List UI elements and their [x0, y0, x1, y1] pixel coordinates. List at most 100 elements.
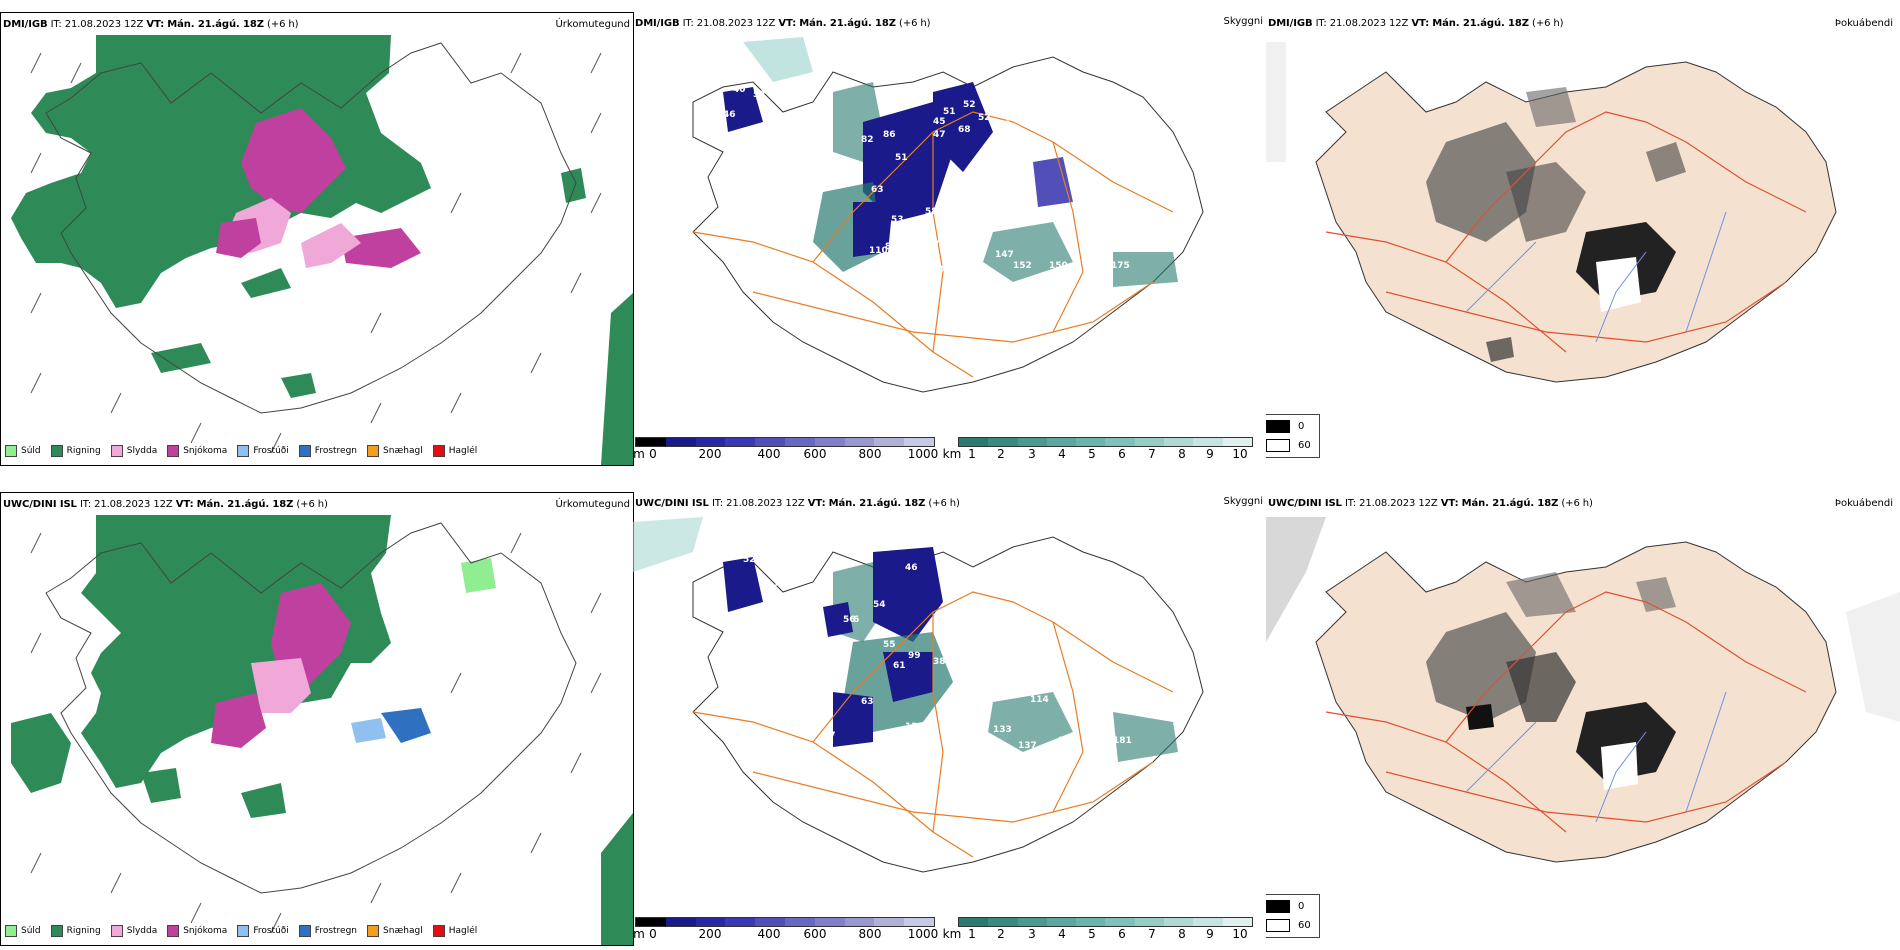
legend-swatch: [167, 925, 180, 937]
legend-label: Súld: [21, 446, 41, 456]
ceiling-label: 6: [853, 615, 859, 625]
visibility-tick: 10: [1232, 927, 1248, 941]
ceiling-label: 58: [851, 277, 864, 287]
iceland-outline: [692, 56, 1204, 393]
ceiling-tick: 400: [757, 927, 781, 941]
ceiling-tick: 1000: [907, 447, 939, 461]
model-name: UWC/DINI ISL: [635, 498, 709, 509]
rivers: [1465, 691, 1727, 823]
roads: [1325, 111, 1807, 353]
fog-key-swatch: [1266, 439, 1290, 452]
ceiling-label: 110: [869, 246, 888, 256]
legend-swatch: [5, 445, 17, 457]
ceiling-tick: 800: [858, 447, 882, 461]
fog-index-label: Þokuábendi: [1834, 18, 1893, 29]
legend-label: Slydda: [126, 446, 158, 456]
it-label: IT:: [1315, 18, 1327, 29]
vt-label: VT:: [807, 498, 826, 509]
legend-label: Snæhagl: [383, 926, 423, 936]
visibility-tick: 1: [968, 447, 976, 461]
iceland-outline: [1315, 541, 1837, 863]
roads: [1325, 591, 1807, 833]
ceiling-label: 175: [1111, 261, 1130, 271]
fog-key-row: 60: [1266, 439, 1311, 452]
visibility-panel-bottom: 14 52 62 76 46 54 6 56 55 99 61 385 133 …: [633, 492, 1265, 944]
ceiling-tick: 200: [698, 447, 722, 461]
precip-map-bottom: [11, 515, 633, 945]
wind-barbs: [30, 52, 602, 454]
panel-title: UWC/DINI ISL IT: 21.08.2023 12Z VT: Mán.…: [3, 499, 328, 510]
ceiling-label: 114: [1030, 695, 1049, 705]
visibility-unit: km: [942, 447, 962, 461]
it-value: 21.08.2023 12Z: [94, 499, 173, 510]
lead-time: (+6 h): [1561, 498, 1593, 509]
legend-item: Snjókoma: [167, 925, 227, 937]
visibility-tick: 3: [1028, 927, 1036, 941]
iceland-outline: [45, 42, 577, 414]
ceiling-label: 56: [843, 615, 856, 625]
ceiling-label: 385: [933, 657, 952, 667]
legend-swatch: [50, 925, 63, 937]
model-name: DMI/IGB: [635, 18, 680, 29]
precip-type-label: Úrkomutegund: [555, 499, 630, 510]
ceiling-label: 51: [895, 153, 908, 163]
vt-label: VT:: [1440, 498, 1459, 509]
legend-label: Haglél: [448, 446, 478, 456]
vt-value: Mán. 21.ágú. 18Z: [828, 498, 926, 509]
precip-legend-top: Súld Rigning Slydda Snjókoma Frostúði Fr…: [5, 445, 477, 457]
ceiling-labels: 40 52 46 47 20 52 86 51 45 47 68 52 92 6…: [723, 85, 1130, 287]
ceiling-label: 14: [733, 537, 746, 547]
legend-label: Rigning: [66, 926, 101, 936]
legend-item: Frostregn: [298, 925, 357, 937]
legend-label: Snjókoma: [183, 926, 228, 936]
ceiling-label: 47: [933, 130, 946, 140]
ceiling-label: 47: [748, 130, 761, 140]
legend-item: Snæhagl: [367, 925, 423, 937]
ceiling-label: 181: [1113, 736, 1132, 746]
legend-swatch: [367, 925, 380, 937]
it-label: IT:: [682, 18, 694, 29]
fog-key-swatch: [1266, 420, 1290, 433]
ceiling-unit: m: [633, 447, 645, 461]
it-label: IT:: [1344, 498, 1356, 509]
legend-label: Rigning: [66, 446, 101, 456]
ceiling-label: 20: [808, 125, 821, 135]
precip-type-label: Úrkomutegund: [555, 19, 630, 30]
ceiling-scale-top: m 0 200 400 600 800 1000: [633, 437, 938, 461]
legend-label: Frostúði: [253, 926, 289, 936]
ceiling-label: 133: [993, 725, 1012, 735]
ceiling-label: 120: [777, 225, 796, 235]
model-name: UWC/DINI ISL: [3, 499, 77, 510]
precip-shapes: [11, 515, 633, 945]
ceiling-label: 133: [905, 722, 924, 732]
visibility-scale-top: km 1 2 3 4 5 6 7 8 9 10: [943, 437, 1253, 461]
vt-value: Mán. 21.ágú. 18Z: [1461, 498, 1559, 509]
visibility-map-top: 40 52 46 47 20 52 86 51 45 47 68 52 92 6…: [692, 37, 1204, 393]
ceiling-label: 52: [743, 555, 756, 565]
ceiling-label: 60: [803, 747, 816, 757]
fog-key-swatch: [1266, 919, 1290, 932]
visibility-tick: 8: [1178, 927, 1186, 941]
panel-title: DMI/IGB IT: 21.08.2023 12Z VT: Mán. 21.á…: [3, 19, 299, 30]
ceiling-label: 63: [871, 185, 884, 195]
ceiling-label: 68: [958, 125, 971, 135]
ceiling-scale-bottom: m 0 200 400 600 800 1000: [633, 917, 938, 941]
fog-key-top: 0 60: [1266, 414, 1320, 458]
lead-time: (+6 h): [899, 18, 931, 29]
ceiling-label: 52: [753, 90, 766, 100]
legend-item: Frostúði: [237, 445, 289, 457]
legend-swatch: [110, 925, 123, 937]
ceiling-labels: 14 52 62 76 46 54 6 56 55 99 61 385 133 …: [733, 537, 1132, 757]
ceiling-label: 53: [891, 215, 904, 225]
ceiling-label: 129: [863, 747, 882, 757]
it-value: 21.08.2023 12Z: [696, 18, 776, 29]
precip-map-top: [11, 35, 633, 465]
vt-label: VT:: [1411, 18, 1430, 29]
roads: [692, 591, 1174, 858]
fog-key-row: 0: [1266, 900, 1304, 913]
ceiling-label: 82: [861, 135, 874, 145]
visibility-tick: 4: [1058, 927, 1066, 941]
legend-swatch: [432, 445, 445, 457]
legend-label: Snæhagl: [383, 446, 423, 456]
vt-label: VT:: [778, 18, 797, 29]
